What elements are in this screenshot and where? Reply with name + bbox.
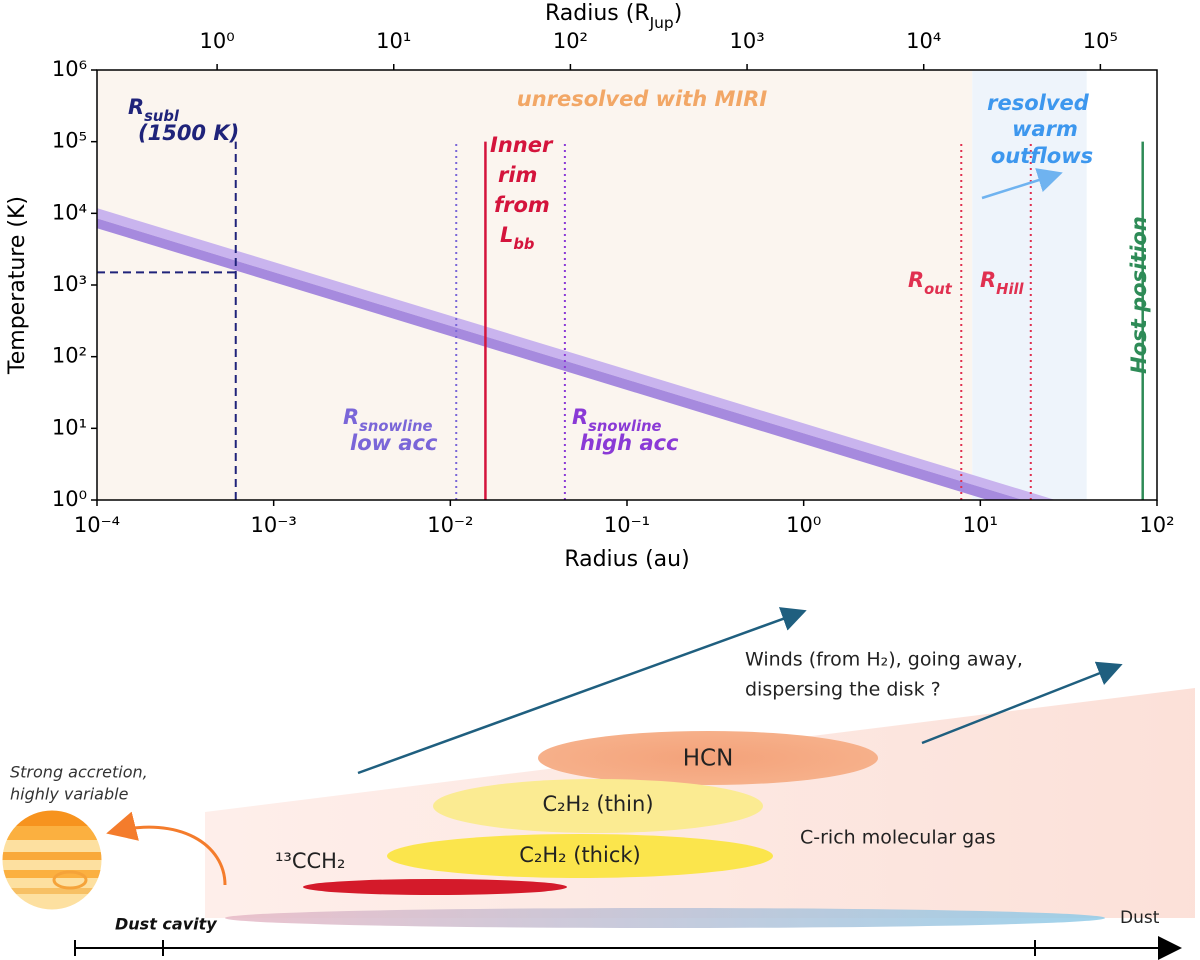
13cch2-region: [303, 879, 567, 895]
radius-marker-label-main: L: [500, 223, 513, 247]
y-tick-label: 10²: [52, 344, 87, 368]
wind-arrow: [921, 661, 1123, 745]
radius-marker-note: (1500 K): [138, 121, 239, 145]
radius-marker-label-sub: out: [924, 281, 953, 298]
cavity-label: Dust cavity: [115, 915, 217, 934]
radius-marker-label: Rsnowline: [343, 405, 433, 435]
outflow-arrow: [981, 168, 1063, 200]
y-tick-label: 10⁰: [52, 487, 87, 511]
accretion-label: Strong accretion,: [10, 763, 148, 782]
x-tick-label: 10⁻¹: [604, 513, 650, 537]
temperature-band: [97, 208, 1056, 500]
species-label: C₂H₂ (thin): [542, 792, 653, 816]
y-tick-label: 10⁵: [52, 129, 87, 153]
planet: [2, 810, 102, 910]
species-label: HCN: [683, 746, 734, 772]
region-label: resolved: [987, 91, 1090, 115]
radius-marker-label-sub: bb: [513, 236, 534, 253]
x2-tick-label: 10³: [729, 29, 764, 53]
temperature-band: [97, 218, 1023, 500]
radius-marker-label: Rsubl: [128, 95, 180, 125]
x-axis-label: Radius (au): [564, 547, 689, 572]
x-tick-label: 10⁻³: [251, 513, 297, 537]
y-tick-label: 10⁶: [52, 57, 87, 81]
radius-marker-label-sub: Hill: [996, 281, 1024, 298]
radius-marker-label-main: R: [572, 405, 588, 429]
x-tick-label: 10⁻⁴: [74, 513, 120, 537]
radius-marker-label: RHill: [980, 268, 1025, 298]
radius-marker-label-main: R: [980, 268, 996, 292]
plot-area: [97, 70, 1144, 500]
radius-marker-label: Lbb: [500, 223, 534, 253]
planet-outline: [1, 809, 103, 911]
x-tick-label: 10⁰: [786, 513, 821, 537]
x2-axis-label-main: Radius (R: [545, 1, 650, 26]
species-label: C₂H₂ (thick): [519, 843, 640, 867]
y-tick-label: 10³: [52, 272, 87, 296]
x-tick-label: 10¹: [963, 513, 998, 537]
diagram: Winds (from H₂), going away, dispersing …: [1, 607, 1195, 960]
region-label: warm: [1012, 117, 1078, 141]
region: [97, 70, 973, 500]
accretion-arrow: [106, 811, 227, 886]
x2-tick-label: 10²: [553, 29, 588, 53]
radius-marker-label-main: R: [908, 268, 924, 292]
radius-marker-label: Rsnowline: [572, 405, 662, 435]
radius-marker-label: Rout: [908, 268, 953, 298]
radius-marker-label: rim: [498, 163, 537, 187]
radius-marker-label: Host position: [1127, 216, 1151, 374]
y-axis-label: Temperature (K): [5, 196, 30, 375]
radius-marker-note: high acc: [580, 431, 679, 455]
c2h2-thick-region: [387, 834, 773, 878]
radius-marker-label-sub: subl: [144, 108, 180, 125]
winds-label: dispersing the disk ?: [745, 679, 941, 701]
radius-marker-label-main: R: [128, 95, 144, 119]
x2-tick-label: 10⁴: [906, 29, 941, 53]
winds-label: Winds (from H₂), going away,: [745, 649, 1023, 671]
x2-tick-label: 10⁵: [1083, 29, 1118, 53]
x-tick-label: 10²: [1139, 513, 1174, 537]
y-tick-label: 10¹: [52, 415, 87, 439]
x2-tick-label: 10⁰: [200, 29, 235, 53]
accretion-label: highly variable: [10, 785, 129, 804]
hcn-region: [538, 731, 878, 785]
region: [972, 70, 1087, 500]
x-tick-label: 10⁻²: [427, 513, 473, 537]
x2-axis-label-sub: Jup: [649, 14, 674, 32]
gas-label: C-rich molecular gas: [800, 827, 996, 849]
wind-arrow: [357, 607, 807, 775]
y-tick-label: 10⁴: [52, 200, 87, 224]
x2-tick-label: 10¹: [376, 29, 411, 53]
region-label: unresolved with MIRI: [517, 87, 768, 111]
radius-marker-label-main: R: [343, 405, 359, 429]
radius-marker-label-sub: snowline: [588, 418, 661, 435]
x2-axis-label: Radius (RJup): [545, 1, 682, 32]
dust-label: Dust: [1120, 908, 1160, 928]
radius-marker-label-sub: snowline: [359, 418, 432, 435]
dust-region: [225, 908, 1105, 928]
c2h2-thin-region: [433, 779, 763, 833]
x2-axis-label-end: ): [674, 1, 683, 26]
radius-marker-label: from: [494, 193, 550, 217]
species-label: ¹³CCH₂: [275, 849, 345, 873]
radius-marker-note: low acc: [350, 431, 438, 455]
region-label: outflows: [991, 144, 1093, 168]
radius-marker-label: Inner: [490, 133, 554, 157]
